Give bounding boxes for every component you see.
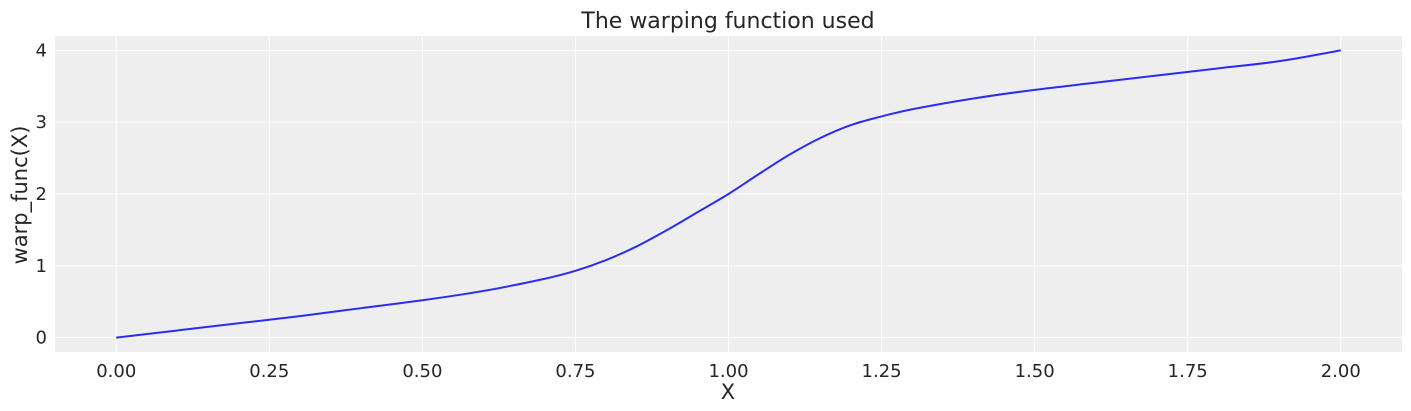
x-tick-label: 2.00: [1321, 361, 1361, 382]
y-tick-label: 3: [36, 112, 47, 133]
x-tick-label: 1.50: [1015, 361, 1055, 382]
x-tick-label: 0.25: [249, 361, 289, 382]
x-tick-label: 1.75: [1168, 361, 1208, 382]
y-tick-label: 2: [36, 184, 47, 205]
y-axis-ticks: 0 1 2 3 4: [36, 40, 47, 348]
series-line: [116, 49, 1341, 339]
x-tick-label: 0.00: [96, 361, 136, 382]
y-tick-label: 4: [36, 40, 47, 61]
series-layer: [116, 49, 1341, 339]
grid: [55, 36, 1402, 352]
y-tick-label: 1: [36, 256, 47, 277]
y-tick-label: 0: [36, 328, 47, 349]
y-axis-label: warp_func(X): [8, 126, 33, 265]
x-tick-label: 1.00: [708, 361, 748, 382]
x-tick-label: 0.75: [555, 361, 595, 382]
x-axis-label: X: [721, 380, 735, 404]
x-axis-ticks: 0.00 0.25 0.50 0.75 1.00 1.25 1.50 1.75 2.00: [96, 361, 1361, 382]
chart-title: The warping function used: [580, 9, 874, 34]
x-tick-label: 0.50: [402, 361, 442, 382]
x-tick-label: 1.25: [862, 361, 902, 382]
